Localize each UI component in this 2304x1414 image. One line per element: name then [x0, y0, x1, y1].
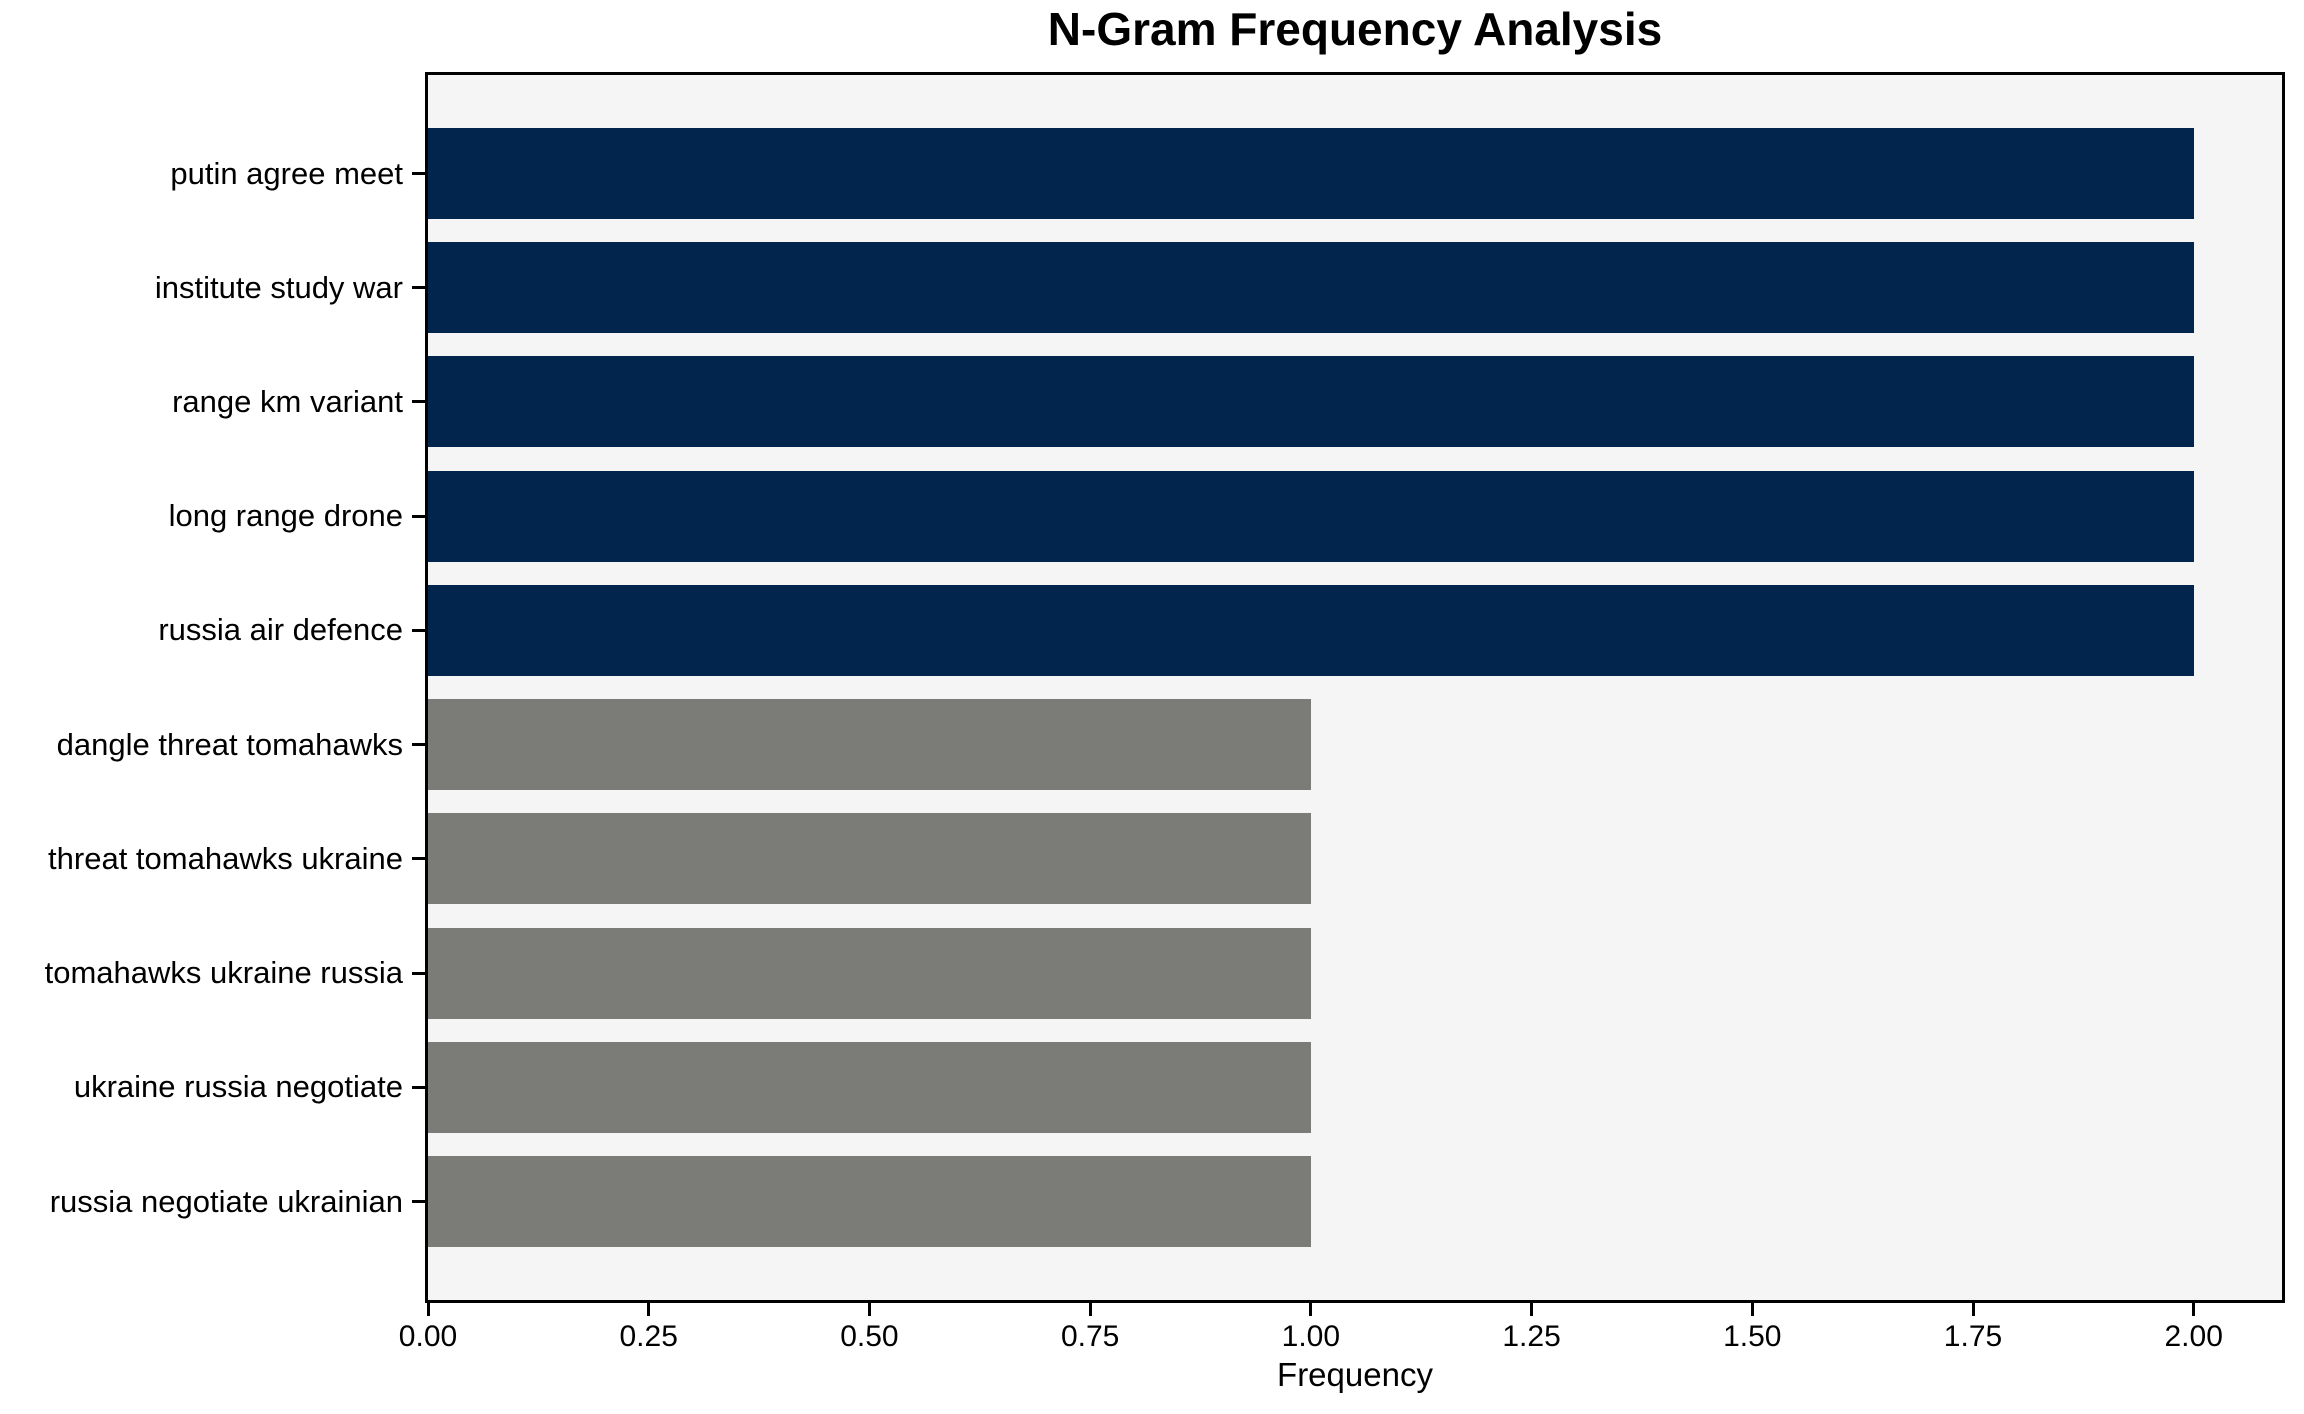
y-tick-label: tomahawks ukraine russia [44, 955, 403, 991]
x-tick-mark [1088, 1303, 1092, 1316]
y-tick-mark [412, 286, 425, 290]
y-tick-label: institute study war [154, 269, 403, 305]
y-tick-mark [412, 971, 425, 975]
bar-row [428, 128, 2282, 219]
y-tick-label: dangle threat tomahawks [56, 726, 403, 762]
x-tick-mark [1750, 1303, 1754, 1316]
x-tick-mark [1971, 1303, 1975, 1316]
bar-row [428, 470, 2282, 562]
bar-row [428, 356, 2282, 448]
bar-row [428, 813, 2282, 905]
chart-title: N-Gram Frequency Analysis [1047, 3, 1663, 55]
y-tick-mark [412, 172, 425, 175]
y-tick-mark [412, 628, 425, 632]
y-tick-mark [412, 514, 425, 518]
y-tick-label: range km variant [172, 383, 403, 419]
x-tick-mark [647, 1303, 651, 1316]
plot-area [425, 72, 2285, 1303]
y-tick-label: long range drone [168, 498, 403, 534]
bar-tomahawks-ukraine-russia [428, 927, 1311, 1019]
x-tick-mark [1309, 1303, 1313, 1316]
x-tick-label: 1.50 [1723, 1320, 1782, 1353]
bar-institute-study-war [428, 242, 2194, 334]
x-tick-label: 1.25 [1502, 1320, 1561, 1353]
y-tick-label: ukraine russia negotiate [73, 1069, 403, 1105]
x-tick-mark [1530, 1303, 1534, 1316]
bar-range-km-variant [428, 356, 2194, 448]
x-tick-label: 2.00 [2164, 1320, 2223, 1353]
x-tick-label: 1.75 [1943, 1320, 2003, 1353]
x-tick-label: 0.75 [1060, 1320, 1120, 1353]
bar-russia-air-defence [428, 584, 2194, 676]
x-axis-label: Frequency [1277, 1356, 1433, 1393]
bar-russia-negotiate-ukrainian [428, 1155, 1311, 1247]
x-tick-mark [426, 1303, 430, 1316]
bar-row [428, 699, 2282, 791]
bar-putin-agree-meet [428, 128, 2194, 219]
bar-row [428, 242, 2282, 334]
x-tick-label: 0.25 [619, 1320, 678, 1353]
y-tick-label: putin agree meet [170, 155, 403, 191]
y-tick-mark [412, 743, 425, 747]
y-tick-label: russia air defence [158, 612, 403, 648]
y-tick-mark [412, 857, 425, 861]
bar-ukraine-russia-negotiate [428, 1041, 1311, 1133]
x-tick-label: 0.00 [398, 1320, 458, 1353]
x-tick-label: 1.00 [1281, 1320, 1341, 1353]
y-tick-label: threat tomahawks ukraine [48, 840, 403, 876]
bar-dangle-threat-tomahawks [428, 699, 1311, 791]
x-tick-mark [867, 1303, 871, 1316]
bar-row [428, 584, 2282, 676]
x-tick-label: 0.50 [840, 1320, 899, 1353]
bar-row [428, 1155, 2282, 1247]
bar-long-range-drone [428, 470, 2194, 562]
bar-row [428, 927, 2282, 1019]
bar-threat-tomahawks-ukraine [428, 813, 1311, 905]
bar-row [428, 1041, 2282, 1133]
x-tick-mark [2192, 1303, 2196, 1316]
y-tick-label: russia negotiate ukrainian [49, 1183, 403, 1219]
y-tick-mark [412, 400, 425, 404]
y-tick-mark [412, 1200, 425, 1203]
y-tick-mark [412, 1085, 425, 1089]
